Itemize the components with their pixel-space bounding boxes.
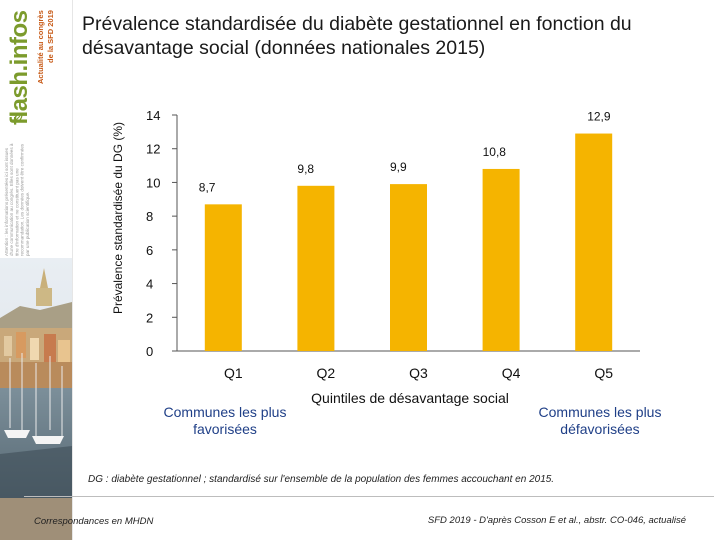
bar <box>575 133 613 351</box>
footer-reference: SFD 2019 - D'après Cosson E et al., abst… <box>427 515 686 526</box>
data-label: 9,9 <box>390 160 407 174</box>
sidebar: flash.infos Actualité au congrès de la S… <box>0 0 73 540</box>
x-tick-label: Q4 <box>502 365 521 381</box>
y-tick-label: 8 <box>146 209 153 224</box>
footer-source-journal: Correspondances en MHDN <box>34 516 154 527</box>
footnote: DG : diabète gestationnel ; standardisé … <box>88 474 555 485</box>
data-label: 10,8 <box>483 145 507 159</box>
y-tick-label: 12 <box>146 142 160 157</box>
slide-title: Prévalence standardisée du diabète gesta… <box>82 13 632 59</box>
bar <box>204 204 242 351</box>
data-label: 8,7 <box>199 180 216 194</box>
annotation-most-disadvantaged: Communes les plus défavorisées <box>538 404 662 437</box>
bar <box>297 185 335 351</box>
y-tick-label: 0 <box>146 344 153 359</box>
bar <box>482 168 520 351</box>
y-tick-label: 10 <box>146 175 160 190</box>
y-tick-label: 2 <box>146 310 153 325</box>
annotation-most-favored: Communes les plus favorisées <box>163 404 287 437</box>
x-tick-label: Q3 <box>409 365 428 381</box>
footer-divider <box>24 496 714 497</box>
data-label: 12,9 <box>587 110 611 124</box>
x-axis-title: Quintiles de désavantage social <box>311 390 509 406</box>
y-tick-label: 14 <box>146 108 160 123</box>
y-tick-label: 4 <box>146 277 153 292</box>
y-tick-label: 6 <box>146 243 153 258</box>
harbour-photo <box>0 258 72 540</box>
brand-logo: flash.infos Actualité au congrès de la S… <box>4 6 68 136</box>
bar <box>390 184 427 351</box>
x-tick-label: Q1 <box>224 365 243 381</box>
x-tick-label: Q2 <box>317 365 336 381</box>
x-tick-label: Q5 <box>594 365 613 381</box>
data-label: 9,8 <box>297 162 314 176</box>
leaf-icon <box>13 113 23 123</box>
